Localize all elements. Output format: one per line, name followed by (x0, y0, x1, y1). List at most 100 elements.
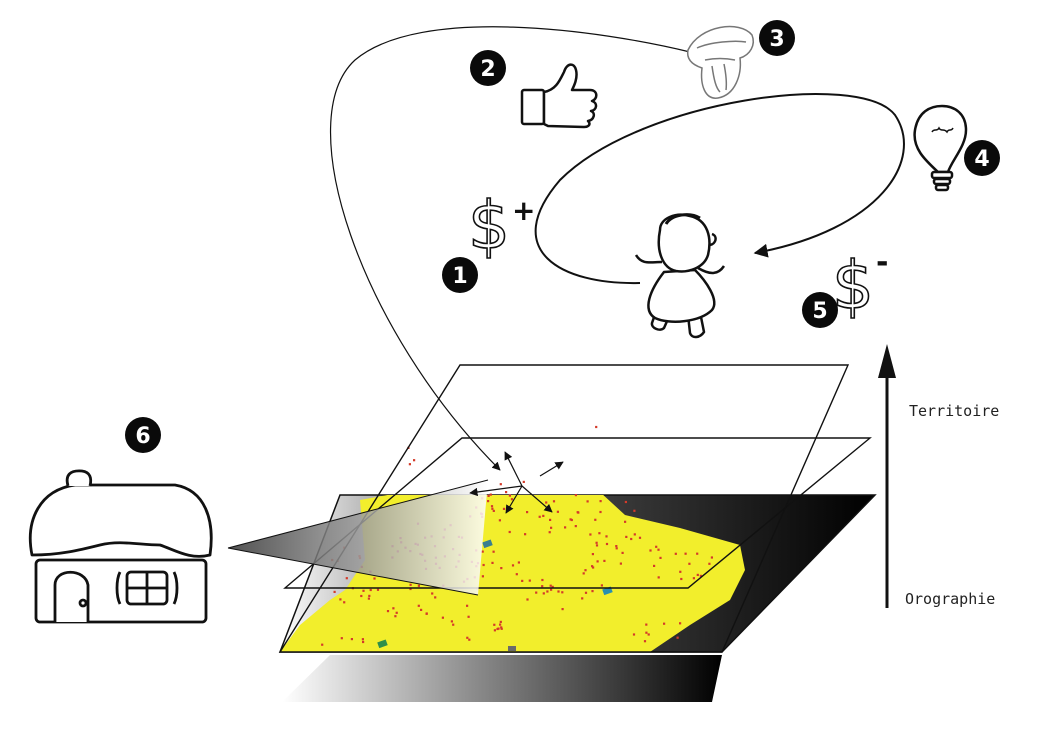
agent-dot (508, 530, 511, 534)
agent-dot (515, 573, 518, 576)
agent-dot (420, 608, 423, 611)
agent-dot (467, 615, 470, 618)
agent-dot (595, 425, 598, 429)
agent-dot (591, 590, 594, 593)
agent-dot (581, 597, 584, 600)
agent-dot (491, 561, 494, 564)
agent-dot (511, 564, 515, 567)
agent-dot (574, 525, 577, 528)
agent-dot (546, 590, 549, 593)
step-marker-4: 4 (964, 140, 1000, 176)
agent-dot (498, 519, 501, 522)
orography-shadow-layer (282, 655, 722, 702)
agent-dot (417, 604, 420, 607)
agent-dot (493, 623, 496, 626)
agent-dot (369, 588, 372, 592)
agent-dot (502, 507, 506, 510)
agent-dot (395, 611, 398, 614)
agent-dot (450, 620, 453, 623)
life-cycle-loop (534, 93, 905, 285)
money-plus-icon: $ + (467, 186, 535, 265)
light-bulb-icon (913, 104, 968, 192)
agent-dot (497, 627, 500, 630)
agent-dot (535, 591, 538, 594)
agent-dot (487, 494, 490, 497)
agent-dot (425, 612, 428, 615)
agent-dot (538, 515, 541, 518)
agent-dot (392, 607, 395, 610)
svg-text:4: 4 (974, 147, 989, 172)
svg-text:5: 5 (812, 299, 827, 324)
agent-dot (510, 498, 514, 501)
feature-square (482, 539, 493, 549)
agent-dot (663, 622, 666, 625)
agent-dot (345, 577, 348, 580)
agent-dot (708, 562, 711, 565)
agent-dot (633, 533, 636, 536)
agent-dot (619, 562, 622, 565)
agent-dot (482, 563, 485, 567)
step-marker-5: 5 (802, 292, 838, 328)
agent-dot (615, 547, 618, 550)
step-marker-3: 3 (759, 20, 795, 56)
agent-dot (508, 494, 511, 497)
agent-dot (679, 622, 682, 625)
agent-dot (564, 526, 567, 529)
svg-text:2: 2 (480, 57, 495, 82)
agent-dot (367, 597, 370, 600)
agent-dot (517, 561, 520, 564)
agent-dot (360, 594, 363, 598)
agent-dot (624, 500, 627, 504)
agent-dot (492, 509, 495, 512)
agent-dot (591, 565, 594, 568)
agent-dot (586, 500, 589, 503)
agent-dot (487, 500, 490, 503)
thumbs-up-icon (520, 63, 598, 129)
agent-dot (500, 567, 503, 570)
agent-dot (595, 544, 599, 547)
agent-dot (615, 545, 618, 548)
agent-dot (526, 511, 529, 514)
agent-dot (431, 592, 434, 595)
agent-dot (541, 578, 544, 582)
feature-square (377, 639, 388, 649)
agent-dot (489, 493, 492, 496)
agent-dot (409, 583, 412, 586)
svg-text:1: 1 (452, 264, 467, 289)
agent-dot (493, 629, 496, 632)
agent-dot (452, 623, 455, 626)
agent-dot (649, 549, 652, 552)
agent-dot (491, 507, 494, 510)
mouth-tongue-icon (686, 25, 754, 99)
agent-dot (595, 541, 598, 544)
agent-dot (645, 623, 648, 626)
agent-dot (526, 598, 529, 601)
agent-dot (339, 598, 342, 601)
agent-dot (561, 591, 564, 594)
agent-dot (584, 569, 587, 572)
agent-dot (692, 577, 695, 580)
agent-dot (638, 536, 642, 539)
agent-dot (659, 556, 662, 559)
agent-dot (680, 577, 683, 581)
agent-dot (545, 501, 548, 504)
agent-dot (696, 552, 699, 555)
agent-dot (441, 616, 444, 619)
agent-dot (549, 584, 552, 587)
agent-dot (605, 535, 608, 538)
agent-dot (557, 590, 560, 593)
agent-dot (394, 615, 397, 618)
child-figure-icon (634, 213, 726, 339)
agent-dot (505, 491, 508, 494)
axis-label-orographie: Orographie (905, 590, 995, 608)
agent-dot (528, 579, 531, 582)
agent-dot (362, 640, 365, 644)
agent-dot (542, 514, 545, 517)
agent-dot (624, 520, 627, 523)
agent-dot (362, 589, 365, 592)
agent-dot (699, 574, 702, 577)
agent-dot (466, 636, 469, 639)
agent-dot (584, 591, 588, 594)
agent-dot (551, 585, 554, 588)
